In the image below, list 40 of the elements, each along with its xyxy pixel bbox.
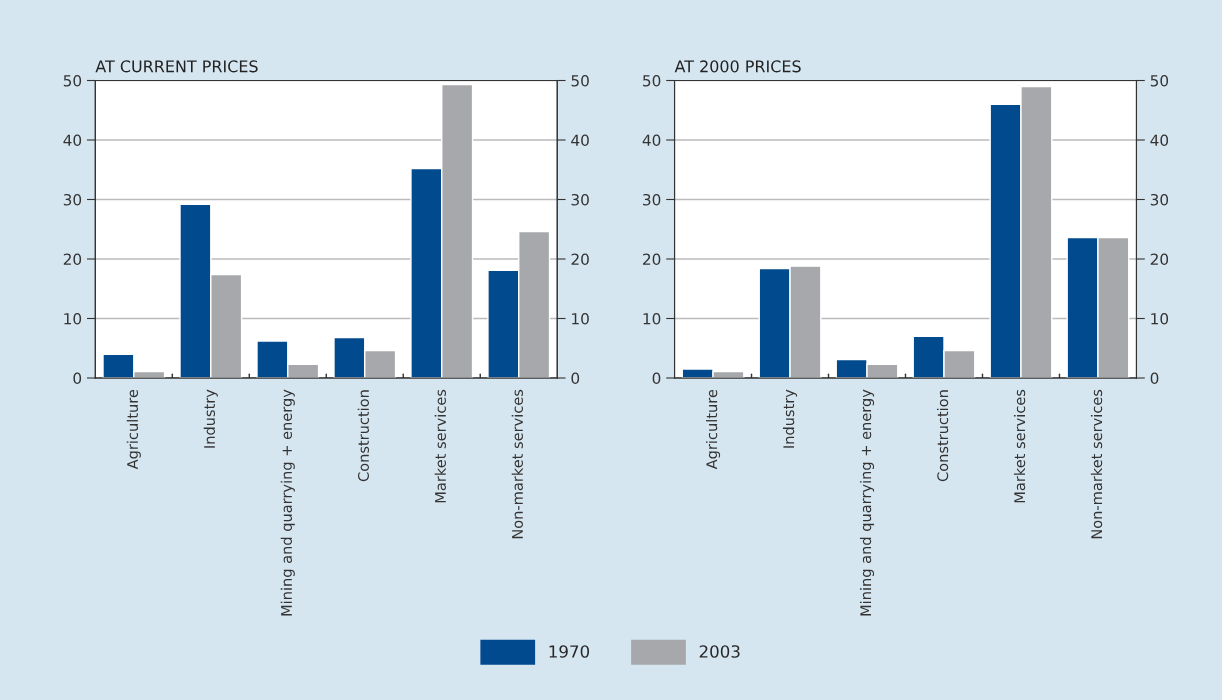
x-tick-label: Construction: [936, 390, 949, 482]
y-tick-label: 40: [642, 134, 661, 147]
y2-tick-label: 0: [571, 372, 580, 385]
x-tick-label: Industry: [782, 389, 798, 448]
y-tick-label: 40: [63, 134, 82, 147]
y2-tick-label: 50: [1150, 74, 1169, 87]
x-tick-label: Non-market services: [1090, 389, 1103, 539]
y-tick-label: 10: [64, 312, 82, 325]
y-tick-label: 50: [643, 74, 661, 87]
x-tick-label: Market services: [1013, 389, 1026, 503]
legend-label: 2003: [699, 645, 740, 658]
chart-title: AT 2000 PRICES: [674, 60, 801, 73]
x-tick-label: Mining and quarrying + energy: [859, 389, 875, 616]
y2-tick-label: 20: [1150, 253, 1169, 266]
chart-title: AT CURRENT PRICES: [95, 60, 258, 73]
x-tick-label: Mining and quarrying + energy: [280, 389, 295, 616]
y-tick-label: 20: [63, 253, 82, 266]
y2-tick-label: 30: [571, 193, 589, 206]
y2-tick-label: 10: [1151, 312, 1169, 325]
x-tick-label: Construction: [357, 390, 369, 482]
y2-tick-label: 40: [1150, 134, 1169, 147]
x-tick-label: Industry: [203, 389, 218, 448]
y-tick-label: 50: [63, 74, 82, 87]
y2-tick-label: 40: [571, 134, 589, 147]
y-tick-label: 0: [73, 372, 82, 385]
y-tick-label: 30: [643, 193, 661, 206]
x-tick-label: Market services: [434, 389, 446, 503]
y-tick-label: 0: [652, 372, 661, 385]
y2-tick-label: 0: [1150, 372, 1159, 385]
x-tick-label: Agriculture: [705, 389, 721, 470]
y2-tick-label: 50: [571, 74, 589, 87]
x-tick-label: Agriculture: [126, 389, 141, 470]
legend-label: 1970: [549, 645, 590, 658]
x-tick-label: Non-market services: [511, 389, 523, 539]
y2-tick-label: 10: [572, 312, 589, 325]
y-tick-label: 30: [63, 193, 82, 206]
y-tick-label: 10: [643, 312, 661, 325]
y2-tick-label: 20: [571, 253, 589, 266]
y-tick-label: 20: [643, 253, 661, 266]
y2-tick-label: 30: [1150, 193, 1169, 206]
